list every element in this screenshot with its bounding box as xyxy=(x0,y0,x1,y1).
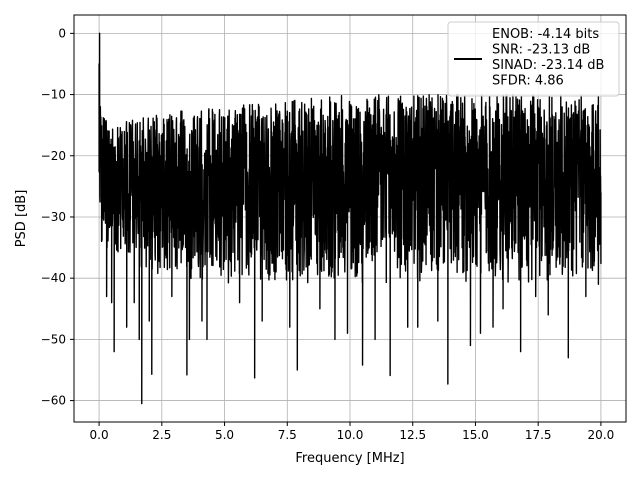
legend-text-snr: SNR: -23.13 dB xyxy=(492,43,590,58)
x-tick-label: 20.0 xyxy=(588,428,615,442)
y-tick-label: −60 xyxy=(41,394,66,408)
y-tick-label: −50 xyxy=(41,332,66,346)
x-tick-label: 10.0 xyxy=(337,428,364,442)
x-ticks: 0.0 2.5 5.0 7.5 10.0 12.5 15.0 17.5 20.0 xyxy=(90,422,615,442)
x-tick-label: 0.0 xyxy=(90,428,109,442)
legend-text-sinad: SINAD: -23.14 dB xyxy=(492,58,604,73)
legend-text-enob: ENOB: -4.14 bits xyxy=(492,27,599,42)
x-tick-label: 2.5 xyxy=(152,428,171,442)
x-tick-label: 5.0 xyxy=(215,428,234,442)
legend-box xyxy=(447,21,620,97)
series-layer xyxy=(98,32,602,405)
y-tick-label: −30 xyxy=(41,210,66,224)
y-tick-label: −40 xyxy=(41,271,66,285)
legend: ENOB: -4.14 bits SNR: -23.13 dB SINAD: -… xyxy=(447,21,620,97)
y-axis-label: PSD [dB] xyxy=(14,190,29,248)
psd-series-line xyxy=(98,32,602,405)
x-tick-label: 7.5 xyxy=(278,428,297,442)
y-tick-label: −10 xyxy=(41,88,66,102)
y-ticks: 0 −10 −20 −30 −40 −50 −60 xyxy=(41,26,74,408)
x-tick-label: 15.0 xyxy=(462,428,489,442)
x-tick-label: 17.5 xyxy=(525,428,552,442)
y-tick-label: 0 xyxy=(58,26,66,40)
x-axis-label: Frequency [MHz] xyxy=(295,451,404,466)
legend-text-sfdr: SFDR: 4.86 xyxy=(492,74,564,89)
y-tick-label: −20 xyxy=(41,149,66,163)
x-tick-label: 12.5 xyxy=(399,428,426,442)
